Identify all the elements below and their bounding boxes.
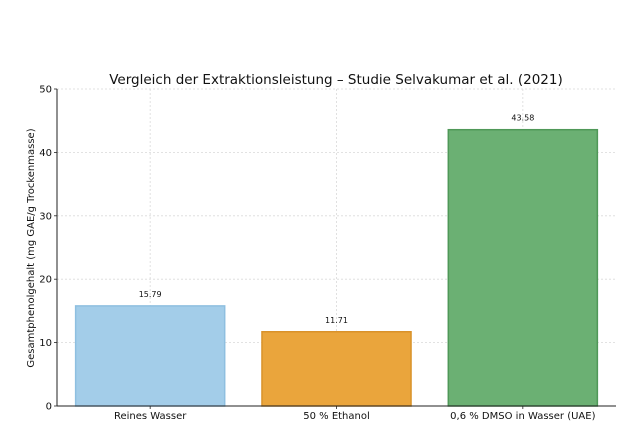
x-tick-label-1: Reines Wasser: [114, 411, 187, 422]
x-tick-label-3: 0,6 % DMSO in Wasser (UAE): [450, 411, 595, 422]
bar-3: [447, 128, 599, 407]
y-axis-label: Gesamtphenolgehalt (mg GAE/g Trockenmass…: [26, 128, 37, 367]
chart-title: Vergleich der Extraktionsleistung – Stud…: [109, 72, 563, 88]
y-tick-label: 40: [39, 148, 52, 159]
y-tick-label: 30: [39, 211, 52, 222]
bar-1: [74, 305, 226, 407]
y-tick-label: 10: [39, 338, 52, 349]
bar-2: [261, 331, 412, 407]
y-tick-label: 20: [39, 275, 52, 286]
data-label-2: 11.71: [325, 316, 348, 325]
data-label-3: 43.58: [511, 114, 534, 123]
y-tick-label: 50: [39, 85, 52, 96]
x-tick-label-2: 50 % Ethanol: [303, 411, 370, 422]
bars-layer: [74, 128, 599, 407]
axes-layer: [54, 88, 616, 409]
data-label-1: 15.79: [139, 290, 162, 299]
y-tick-label: 0: [46, 402, 52, 413]
labels-layer: 15.79 Reines Wasser 11.71 50 % Ethanol 43.58…: [39, 85, 595, 423]
